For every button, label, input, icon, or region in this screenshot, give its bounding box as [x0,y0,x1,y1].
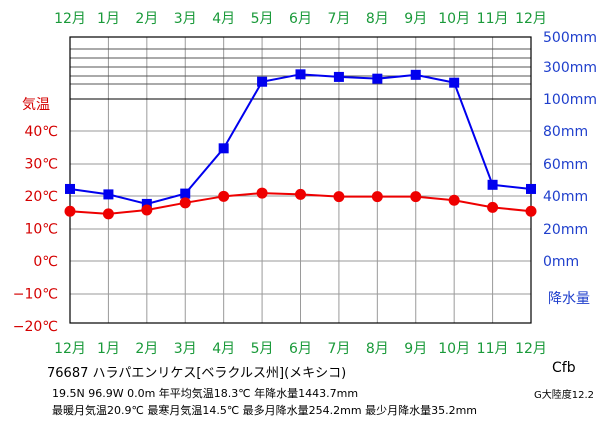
station-summary-line1: 19.5N 96.9W 0.0m 年平均気温18.3℃ 年降水量1443.7mm [52,387,359,400]
precipitation-tick: 40mm [543,189,588,205]
temperature-tick: −20℃ [13,319,58,335]
temperature-point [64,205,76,217]
precipitation-axis-label: 降水量 [548,291,590,307]
month-label-top: 12月 [54,11,86,27]
month-label-bottom: 11月 [477,341,509,357]
station-summary-line2: 最暖月気温20.9℃ 最寒月気温14.5℃ 最多月降水量254.2mm 最少月降… [52,404,478,417]
precipitation-point [180,188,191,199]
temperature-point [487,201,499,213]
precipitation-tick: 60mm [543,157,588,173]
temperature-tick-labels: 40℃ 30℃ 20℃ 10℃ 0℃ −10℃ −20℃ [13,124,58,335]
continentality-index: G大陸度12.2 [534,390,595,401]
month-label-top: 11月 [477,11,509,27]
month-labels-bottom: 12月 1月 2月 3月 4月 5月 6月 7月 8月 9月 10月 11月 12月 [54,341,547,357]
month-labels-top: 12月 1月 2月 3月 4月 5月 6月 7月 8月 9月 10月 11月 12月 [54,11,547,27]
temperature-point [256,187,268,199]
temperature-point [218,190,230,202]
temperature-tick: 30℃ [24,157,58,173]
month-label-bottom: 1月 [97,341,120,357]
precipitation-tick: 100mm [543,92,597,108]
month-label-top: 12月 [515,11,547,27]
temperature-series [64,187,537,220]
month-label-bottom: 5月 [251,341,274,357]
temperature-point [179,197,191,209]
month-label-top: 1月 [97,11,120,27]
precipitation-series [65,69,536,209]
temperature-tick: −10℃ [13,287,58,303]
temperature-point [448,194,460,206]
month-label-bottom: 6月 [289,341,312,357]
temperature-tick: 20℃ [24,189,58,205]
month-label-bottom: 12月 [515,341,547,357]
temperature-axis-label: 気温 [22,97,50,113]
precipitation-point [449,77,460,88]
temperature-point [102,208,114,220]
plot-frame [69,36,532,324]
precipitation-tick: 20mm [543,222,588,238]
precipitation-point [526,183,536,194]
precipitation-point [65,183,75,194]
precipitation-point [410,69,421,80]
precipitation-point [333,71,344,82]
month-label-bottom: 7月 [327,341,350,357]
precipitation-point [257,76,268,87]
grid-lines [70,37,531,323]
precipitation-point [218,143,229,154]
month-label-bottom: 4月 [212,341,235,357]
precipitation-point [372,73,383,84]
precipitation-tick: 300mm [543,60,597,76]
temperature-tick: 40℃ [24,124,58,140]
month-label-top: 7月 [327,11,350,27]
temperature-tick: 0℃ [33,254,58,270]
precipitation-tick: 0mm [543,254,579,270]
precipitation-tick: 80mm [543,124,588,140]
month-label-top: 4月 [212,11,235,27]
temperature-tick: 10℃ [24,222,58,238]
temperature-point [333,191,345,203]
station-title: 76687 ハラパエンリケス[ベラクルス州](メキシコ) [47,366,347,381]
temperature-point [371,191,383,203]
precipitation-point [103,189,114,200]
month-label-bottom: 10月 [438,341,470,357]
precipitation-point [295,69,306,80]
month-label-top: 5月 [251,11,274,27]
month-label-top: 2月 [135,11,158,27]
precipitation-point [487,179,498,190]
plot-border [69,36,532,324]
month-label-top: 9月 [404,11,427,27]
temperature-point [141,204,153,216]
month-label-top: 10月 [438,11,470,27]
month-label-bottom: 2月 [135,341,158,357]
month-label-bottom: 3月 [174,341,197,357]
precipitation-tick: 500mm [543,30,597,46]
month-label-bottom: 12月 [54,341,86,357]
precipitation-point [141,198,152,209]
koppen-class: Cfb [552,360,576,376]
month-label-bottom: 9月 [404,341,427,357]
temperature-point [410,191,422,203]
precipitation-tick-labels: 500mm 300mm 100mm 80mm 60mm 40mm 20mm 0mm [543,30,597,270]
month-label-bottom: 8月 [366,341,389,357]
month-label-top: 8月 [366,11,389,27]
temperature-point [525,205,537,217]
temperature-point [295,188,306,200]
month-label-top: 6月 [289,11,312,27]
month-label-top: 3月 [174,11,197,27]
